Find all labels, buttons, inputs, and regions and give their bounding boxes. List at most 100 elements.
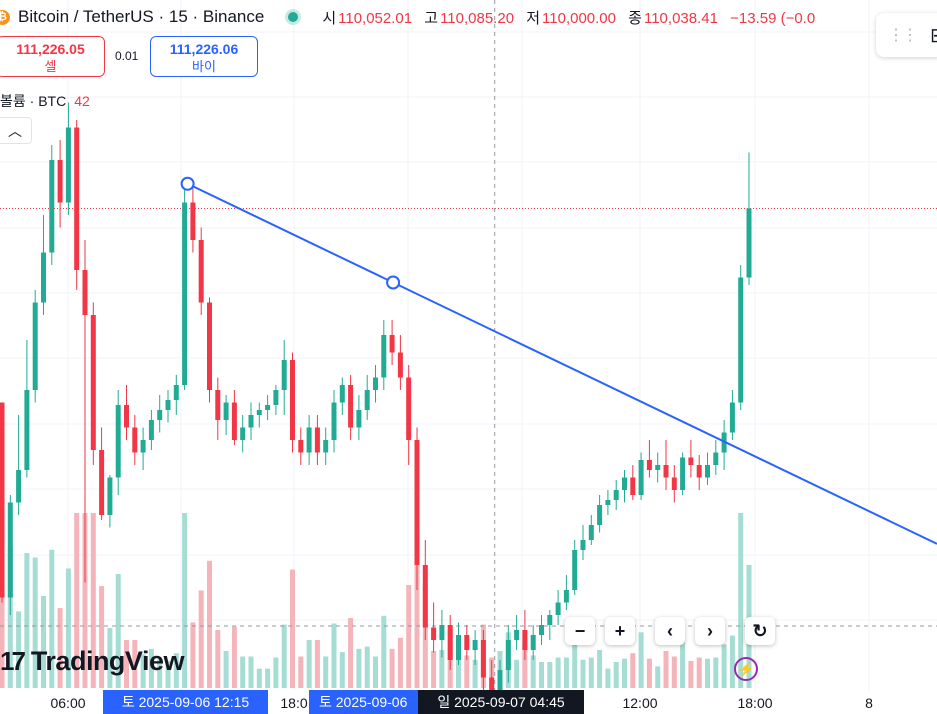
candle-body — [198, 240, 204, 303]
scroll-left-button[interactable]: ‹ — [655, 617, 685, 645]
candle-body — [729, 402, 735, 433]
candle-body — [24, 390, 30, 470]
drag-handle-icon[interactable]: ⋮⋮ — [888, 27, 918, 44]
candle-body — [464, 635, 470, 650]
bitcoin-icon: ₿ — [0, 9, 10, 25]
candle-body — [57, 160, 63, 203]
layout-widget[interactable]: ⋮⋮ ⊞ — [876, 13, 937, 57]
volume-bar — [223, 651, 229, 688]
volume-bar — [721, 644, 727, 688]
trendline — [187, 182, 937, 545]
buy-price: 111,226.06 — [169, 41, 239, 57]
lightning-icon[interactable]: ⚡ — [734, 657, 758, 681]
symbol-header: ₿ Bitcoin / TetherUS · 15 · Binance 시 110… — [0, 4, 815, 30]
candle-body — [314, 427, 320, 453]
spread-value: 0.01 — [115, 49, 139, 63]
candle-body — [705, 465, 710, 478]
zoom-in-button[interactable]: + — [605, 617, 635, 645]
volume-bar — [671, 656, 677, 688]
candle-body — [165, 400, 171, 410]
candle-body — [306, 427, 312, 453]
market-status-icon[interactable] — [288, 12, 299, 22]
candle-body — [680, 457, 686, 490]
trendline-anchor — [386, 275, 401, 290]
volume-bar — [397, 637, 403, 688]
volume-bar — [348, 618, 354, 688]
candle-body — [173, 385, 179, 400]
sell-button[interactable]: 111,226.05 셀 — [0, 36, 105, 77]
open-value: 110,052.01 — [338, 9, 413, 27]
zoom-out-button[interactable]: − — [565, 617, 595, 645]
trendline-start-time-badge: 토 2025-09-06 12:15 — [103, 690, 268, 714]
candle-body — [7, 502, 13, 598]
candle-body — [671, 477, 677, 490]
volume-bar — [265, 668, 271, 688]
candle-body — [696, 465, 702, 478]
candle-body — [182, 202, 188, 385]
chevron-right-icon: › — [707, 620, 713, 641]
buy-button[interactable]: 111,226.06 바이 — [150, 36, 258, 77]
volume-bar — [373, 656, 378, 688]
candle-body — [82, 270, 88, 315]
volume-bar — [7, 547, 13, 688]
candle-body — [530, 635, 536, 650]
trendline-drawing[interactable] — [180, 176, 937, 545]
candle-body — [190, 202, 196, 240]
candle-body — [281, 360, 287, 390]
symbol-title[interactable]: Bitcoin / TetherUS · 15 · Binance — [18, 7, 265, 26]
low-value: 110,000.00 — [542, 9, 616, 27]
candle-body — [331, 402, 337, 440]
tradingview-logo[interactable]: 17 TradingView — [0, 646, 184, 676]
candle-body — [713, 452, 719, 465]
candle-body — [406, 377, 412, 440]
candle-body — [273, 390, 279, 405]
volume-bar — [580, 659, 586, 688]
volume-bar — [539, 662, 544, 688]
volume-bar — [339, 652, 345, 688]
volume-label: 볼륨 · BTC — [0, 93, 67, 109]
candle-body — [381, 335, 387, 378]
volume-bar — [49, 549, 55, 688]
volume-bar — [115, 574, 121, 688]
volume-bar — [572, 624, 578, 688]
candle-body — [49, 160, 55, 253]
candle-body — [555, 602, 561, 615]
volume-bar — [688, 660, 694, 688]
candle-body — [32, 302, 38, 390]
collapse-legend-button[interactable]: ︿ — [0, 117, 32, 144]
volume-bar — [240, 656, 246, 688]
volume-bar — [729, 635, 735, 688]
candle-body — [622, 477, 627, 490]
volume-bar — [132, 640, 138, 688]
volume-bar — [597, 649, 603, 688]
time-axis[interactable]: 06:00 18:0 12:00 18:00 8 토 2025-09-06 12… — [0, 690, 937, 714]
volume-bar — [364, 646, 370, 688]
volume-bar — [696, 657, 702, 688]
volume-bar — [705, 658, 710, 688]
plus-icon: + — [614, 620, 626, 641]
candle-body — [522, 630, 528, 650]
volume-bar — [207, 560, 212, 688]
volume-bar — [439, 649, 445, 688]
candle-body — [431, 627, 437, 640]
volume-bar — [148, 648, 154, 688]
volume-bar — [90, 513, 96, 688]
volume-bar — [381, 615, 387, 688]
volume-bar — [555, 657, 561, 688]
volume-bar — [298, 656, 304, 688]
volume-legend[interactable]: 볼륨 · BTC 42 — [0, 91, 90, 111]
chevron-up-icon: ︿ — [8, 122, 22, 139]
candle-body — [298, 440, 304, 453]
layout-grid-icon[interactable]: ⊞ — [930, 23, 937, 48]
candle-body — [655, 465, 661, 470]
reset-chart-button[interactable]: ↻ — [745, 617, 775, 645]
volume-bar — [588, 657, 594, 688]
trendline-end-time-badge: 토 2025-09-06 — [309, 690, 418, 714]
high-value: 110,085.20 — [440, 9, 515, 27]
scroll-right-button[interactable]: › — [695, 617, 725, 645]
volume-bar — [231, 626, 237, 688]
candle-body — [90, 315, 96, 450]
x-tick: 06:00 — [50, 695, 86, 711]
candle-body — [746, 208, 752, 278]
